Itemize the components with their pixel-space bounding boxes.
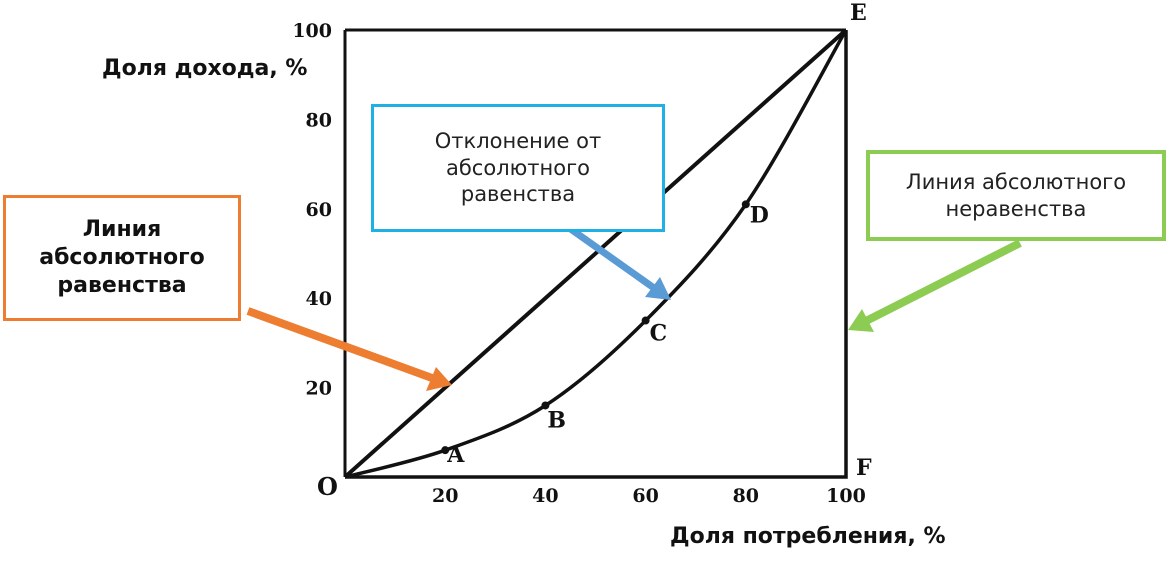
point-d-label: D — [750, 202, 769, 228]
y-tick-label: 60 — [306, 199, 332, 221]
callout-deviation-line-2: абсолютного — [445, 155, 590, 180]
y-tick-label: 20 — [306, 378, 332, 400]
equality-line — [343, 28, 848, 479]
x-tick-label: 100 — [826, 485, 866, 507]
point-a-marker — [441, 446, 450, 455]
x-tick-label: 80 — [733, 485, 759, 507]
x-axis-title: Доля потребления, % — [670, 524, 946, 549]
inequality-line — [345, 30, 848, 479]
y-tick-label: 40 — [306, 288, 332, 310]
callout-deviation-line-1: Отклонение от — [434, 128, 602, 153]
point-f-label: F — [856, 455, 872, 481]
callout-deviation: Отклонение от абсолютного равенства — [371, 104, 665, 232]
point-c-marker — [641, 316, 650, 325]
deviation-arrow — [562, 222, 671, 300]
y-tick-label: 80 — [306, 109, 332, 131]
y-tick-label: 100 — [292, 20, 332, 42]
inequality-arrow — [848, 239, 1022, 332]
y-axis-title: Доля дохода, % — [102, 56, 308, 81]
x-tick-label: 40 — [532, 485, 558, 507]
point-e-label: E — [850, 0, 867, 26]
callout-equality-line-3: равенства — [57, 273, 187, 299]
x-tick-label: 20 — [432, 485, 458, 507]
point-a-label: A — [446, 442, 465, 468]
x-tick-label: 60 — [632, 485, 658, 507]
origin-label: O — [317, 472, 338, 501]
callout-inequality-line: Линия абсолютного неравенства — [866, 150, 1166, 241]
point-d-marker — [741, 200, 750, 209]
point-b-marker — [541, 401, 550, 410]
callout-equality-line-1: Линия — [82, 216, 162, 242]
callout-inequality-line-2: неравенства — [945, 196, 1087, 221]
callout-equality-line: Линия абсолютного равенства — [3, 195, 241, 321]
callout-deviation-line-3: равенства — [460, 182, 576, 207]
point-c-label: C — [650, 321, 668, 347]
callout-inequality-line-1: Линия абсолютного — [905, 169, 1127, 194]
callout-equality-line-2: абсолютного — [39, 244, 205, 270]
equality-arrow — [246, 307, 452, 391]
point-b-label: B — [547, 407, 566, 433]
